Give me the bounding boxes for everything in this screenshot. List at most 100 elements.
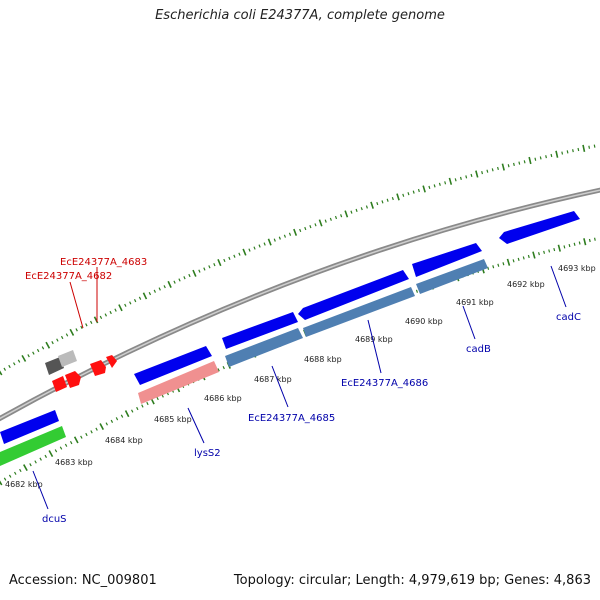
tick-mark: [138, 296, 142, 300]
tick-mark: [85, 323, 88, 327]
label-leader: [462, 305, 476, 340]
tick-mark: [104, 313, 108, 317]
tick-mark: [561, 151, 564, 155]
tick-mark: [105, 422, 108, 426]
reverse-gene-labels: dcuS lysS2 EcE24377A_4685 EcE24377A_4686…: [32, 265, 581, 525]
tick-mark: [3, 367, 7, 371]
kbp-label: 4692 kbp: [507, 280, 545, 289]
tick-mark: [60, 335, 64, 340]
tick-mark: [497, 166, 499, 171]
cds-arrow: [298, 270, 409, 320]
tick-mark: [324, 219, 327, 223]
tick-mark: [118, 304, 123, 312]
tick-mark: [267, 238, 272, 246]
tick-mark: [407, 192, 410, 196]
tick-mark: [459, 176, 462, 180]
tick-mark: [481, 171, 484, 175]
tick-mark: [99, 423, 105, 431]
tick-mark: [44, 454, 48, 458]
tick-mark: [475, 170, 479, 178]
tick-mark: [110, 419, 114, 423]
kbp-label: 4683 kbp: [55, 458, 93, 467]
tick-mark: [85, 432, 88, 437]
tick-mark: [124, 303, 127, 307]
tick-mark: [208, 265, 211, 269]
gene-label-lysS2: lysS2: [194, 448, 221, 459]
tick-mark: [577, 147, 580, 152]
tick-mark: [65, 333, 69, 337]
tick-mark: [36, 348, 40, 353]
gene-label-EcE24377A_4683: EcE24377A_4683: [60, 257, 147, 268]
tick-mark: [158, 287, 161, 291]
tick-mark: [557, 244, 561, 252]
tick-mark: [555, 150, 559, 158]
tick-mark: [329, 217, 332, 221]
kbp-label: 4690 kbp: [405, 317, 443, 326]
tick-mark: [355, 208, 358, 213]
label-leader: [550, 265, 567, 308]
tick-mark: [167, 280, 172, 288]
tick-mark: [583, 238, 587, 246]
outer-tick-track: [0, 144, 596, 376]
tick-mark: [465, 175, 468, 179]
tick-mark: [438, 182, 441, 186]
tick-mark: [124, 410, 130, 418]
tick-mark: [115, 417, 119, 421]
accession-text: Accession: NC_009801: [9, 573, 157, 588]
tick-mark: [228, 256, 231, 260]
tick-mark: [32, 351, 35, 355]
tick-mark: [350, 210, 353, 214]
tick-mark: [69, 328, 75, 336]
tick-mark: [54, 449, 58, 453]
tick-mark: [448, 177, 453, 185]
tick-mark: [19, 468, 22, 473]
tick-mark: [497, 263, 500, 267]
tick-mark: [527, 254, 530, 259]
tick-mark: [217, 259, 222, 267]
tick-mark: [89, 320, 93, 324]
tick-mark: [428, 185, 431, 189]
tick-mark: [3, 477, 7, 481]
tick-mark: [69, 440, 73, 445]
tick-mark: [17, 359, 21, 363]
kbp-label: 4688 kbp: [304, 355, 342, 364]
tick-mark: [539, 156, 542, 160]
tick-mark: [566, 150, 569, 154]
cds-arrow-green: [0, 426, 66, 466]
tick-mark: [120, 414, 124, 418]
tick-mark: [99, 315, 103, 320]
tick-mark: [242, 248, 247, 256]
tick-mark: [396, 193, 400, 201]
tick-mark: [34, 460, 37, 464]
tick-mark: [263, 242, 266, 246]
tick-mark: [412, 190, 415, 194]
kbp-label: 4687 kbp: [254, 375, 292, 384]
tick-mark: [572, 149, 574, 153]
cds-arrow-steelblue: [416, 259, 488, 294]
label-leader: [32, 470, 49, 510]
tick-mark: [293, 228, 298, 236]
tick-mark: [314, 223, 317, 227]
tick-mark: [75, 328, 78, 332]
tick-mark: [51, 341, 54, 345]
tick-mark: [553, 247, 556, 252]
cds-arrow: [0, 410, 59, 444]
feature-red-1: [52, 376, 67, 392]
tick-mark: [309, 225, 312, 229]
tick-mark: [13, 362, 16, 366]
tick-mark: [492, 265, 495, 269]
page-title: Escherichia coli E24377A, complete genom…: [155, 8, 445, 23]
tick-mark: [506, 258, 511, 266]
tick-mark: [59, 446, 63, 450]
tick-mark: [491, 168, 494, 172]
genome-backbone: [0, 187, 600, 422]
kbp-label: 4685 kbp: [154, 415, 192, 424]
tick-mark: [41, 346, 45, 350]
tick-mark: [370, 201, 374, 209]
cds-row-outer: [0, 211, 580, 444]
tick-mark: [133, 298, 137, 303]
tick-mark: [45, 341, 51, 349]
tick-mark: [283, 234, 287, 238]
tick-mark: [95, 427, 98, 431]
